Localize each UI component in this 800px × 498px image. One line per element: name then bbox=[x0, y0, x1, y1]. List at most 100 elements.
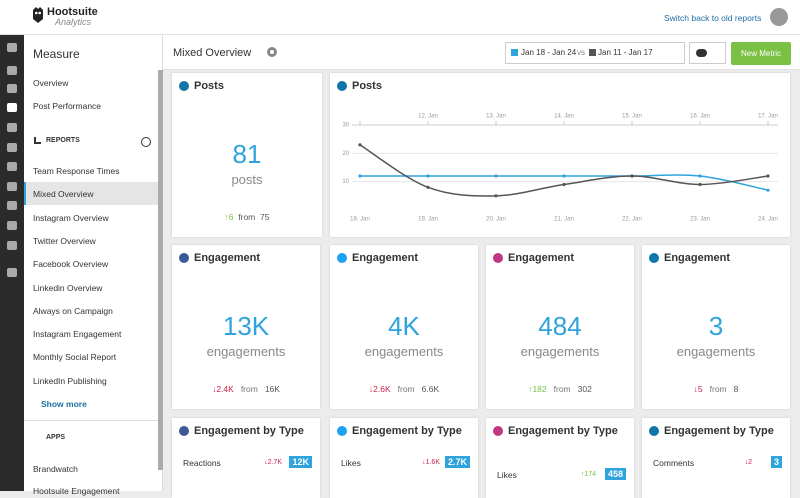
nav-icon[interactable] bbox=[7, 43, 17, 52]
change: ↓2.4K bbox=[212, 384, 234, 394]
report-item[interactable]: Linkedin Overview bbox=[33, 282, 103, 293]
card-footer: ↓2.4K from 16K bbox=[172, 384, 320, 394]
metric-label: Likes bbox=[341, 458, 361, 468]
report-item[interactable]: Monthly Social Report bbox=[33, 352, 117, 363]
top-tick-label: 12. Jan bbox=[418, 114, 438, 120]
card-value: 81 bbox=[232, 139, 262, 169]
nav-icon[interactable] bbox=[7, 221, 17, 230]
top-tick-label: 13. Jan bbox=[486, 114, 506, 120]
app-item[interactable]: Hootsuite Engagement bbox=[33, 486, 120, 496]
engagement-card: Engagement 13K engagements ↓2.4K from 16K bbox=[172, 245, 320, 409]
nav-item[interactable]: Overview bbox=[33, 78, 69, 88]
change: ↑182 bbox=[528, 384, 547, 394]
nav-icon[interactable] bbox=[7, 268, 17, 277]
metric-change: ↓1.6K bbox=[422, 459, 440, 466]
nav-icon[interactable] bbox=[7, 162, 17, 171]
report-item[interactable]: Twitter Overview bbox=[33, 235, 96, 246]
y-tick-label: 30 bbox=[342, 123, 349, 129]
nav-icon[interactable] bbox=[7, 103, 17, 112]
nav-icon[interactable] bbox=[7, 123, 17, 132]
data-point bbox=[494, 174, 498, 178]
card-value: 13K bbox=[222, 311, 270, 341]
card-unit: engagements bbox=[206, 344, 286, 359]
chart-title: Posts bbox=[352, 80, 382, 92]
range-current: Jan 18 - Jan 24 bbox=[521, 48, 577, 57]
export-button[interactable] bbox=[689, 42, 726, 64]
show-more[interactable]: Show more bbox=[41, 399, 87, 409]
nav-icon[interactable] bbox=[7, 241, 17, 250]
previous-swatch bbox=[589, 49, 596, 56]
header bbox=[0, 0, 800, 35]
card-footer: ↓2.6K from 6.6K bbox=[330, 384, 478, 394]
data-point bbox=[630, 174, 634, 178]
y-tick-label: 20 bbox=[342, 151, 349, 157]
switch-link[interactable]: Switch back to old reports bbox=[664, 13, 762, 23]
nav-icon[interactable] bbox=[7, 182, 17, 191]
metric-change: ↑174 bbox=[580, 471, 596, 478]
type-card: Engagement by Type Comments ↓2 3 bbox=[642, 418, 790, 498]
network-icon bbox=[337, 426, 347, 436]
scrollbar bbox=[158, 70, 163, 470]
chart: 10 20 30 18. Jan 19. Jan 12. Jan 20. Jan 13. Ja… bbox=[342, 114, 778, 223]
report-item[interactable]: Instagram Engagement bbox=[33, 329, 122, 340]
sidebar bbox=[24, 35, 163, 491]
nav-icon[interactable] bbox=[7, 201, 17, 210]
card-unit: engagements bbox=[520, 344, 600, 359]
from: from bbox=[553, 384, 571, 394]
range-previous: Jan 11 - Jan 17 bbox=[598, 48, 653, 57]
card-title: Engagement by Type bbox=[352, 425, 462, 437]
app-item[interactable]: Brandwatch bbox=[33, 464, 78, 474]
report-item[interactable]: Mixed Overview bbox=[33, 189, 94, 200]
settings-icon[interactable] bbox=[267, 47, 277, 57]
avatar[interactable] bbox=[770, 8, 788, 26]
metric-change: ↓2.7K bbox=[264, 459, 282, 466]
data-point bbox=[698, 174, 702, 178]
network-icon bbox=[179, 426, 189, 436]
data-point bbox=[426, 174, 430, 178]
report-item[interactable]: Always on Campaign bbox=[33, 305, 113, 316]
section-heading[interactable]: APPS bbox=[46, 434, 66, 441]
metric-badge: 12K bbox=[289, 456, 312, 468]
product: Analytics bbox=[55, 17, 92, 27]
series-line bbox=[359, 144, 769, 197]
data-point bbox=[698, 182, 702, 187]
nav-icon[interactable] bbox=[7, 84, 17, 93]
engagement-card: Engagement 3 engagements ↓5 from 8 bbox=[642, 245, 790, 409]
card-unit: posts bbox=[231, 172, 263, 187]
report-item[interactable]: LinkedIn Publishing bbox=[33, 375, 107, 386]
report-item[interactable]: Team Response Times bbox=[33, 166, 120, 176]
change: ↑6 bbox=[224, 212, 234, 222]
change: ↓5 bbox=[693, 384, 703, 394]
x-tick-label: 19. Jan bbox=[418, 217, 438, 223]
report-item[interactable]: Instagram Overview bbox=[33, 212, 109, 223]
report-item[interactable]: Facebook Overview bbox=[33, 259, 109, 270]
reports-icon bbox=[34, 137, 41, 144]
card-footer: ↑182 from 302 bbox=[486, 384, 634, 394]
top-tick-label: 15. Jan bbox=[622, 114, 642, 120]
section-heading[interactable]: REPORTS bbox=[46, 137, 80, 144]
nav-item[interactable]: Post Performance bbox=[33, 101, 102, 111]
nav-icon[interactable] bbox=[7, 66, 17, 75]
card-footer: ↑6 from 75 bbox=[172, 212, 322, 222]
x-tick-label: 21. Jan bbox=[554, 217, 574, 223]
linkedin-icon bbox=[337, 81, 347, 91]
from: from bbox=[238, 212, 256, 222]
data-point bbox=[562, 182, 566, 187]
from: from bbox=[240, 384, 258, 394]
card-title: Engagement bbox=[194, 252, 261, 264]
new-metric-button[interactable]: New Metric bbox=[731, 42, 791, 65]
previous: 16K bbox=[264, 384, 280, 394]
network-icon bbox=[493, 253, 503, 263]
card-value: 484 bbox=[538, 311, 582, 341]
card-title: Engagement bbox=[508, 252, 575, 264]
nav-icon[interactable] bbox=[7, 143, 17, 152]
report-title: Mixed Overview bbox=[173, 47, 252, 59]
y-tick-label: 10 bbox=[342, 179, 349, 185]
add-report[interactable] bbox=[141, 137, 151, 147]
card-footer: ↓5 from 8 bbox=[642, 384, 790, 394]
data-point bbox=[358, 143, 362, 147]
cloud-icon bbox=[696, 49, 707, 57]
previous: 302 bbox=[577, 384, 592, 394]
metric-label: Reactions bbox=[183, 458, 221, 468]
x-tick-label: 24. Jan bbox=[758, 217, 778, 223]
